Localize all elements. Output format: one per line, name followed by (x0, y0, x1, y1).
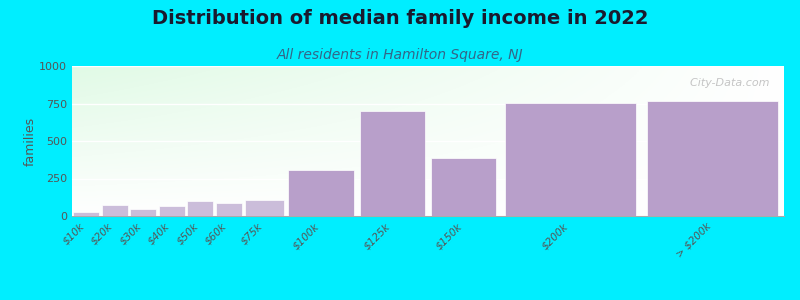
Bar (187, 201, 214, 216)
Bar (73, 212, 99, 216)
Text: All residents in Hamilton Square, NJ: All residents in Hamilton Square, NJ (277, 48, 523, 62)
Bar (215, 202, 242, 216)
Text: Distribution of median family income in 2022: Distribution of median family income in … (152, 9, 648, 28)
Bar (130, 209, 156, 216)
Bar (102, 205, 128, 216)
Bar (505, 103, 636, 216)
Bar (245, 200, 284, 216)
Bar (360, 111, 425, 216)
Y-axis label: families: families (23, 116, 36, 166)
Bar (289, 169, 354, 216)
Bar (647, 100, 778, 216)
Bar (158, 206, 185, 216)
Text: City-Data.com: City-Data.com (683, 78, 770, 88)
Bar (431, 158, 496, 216)
